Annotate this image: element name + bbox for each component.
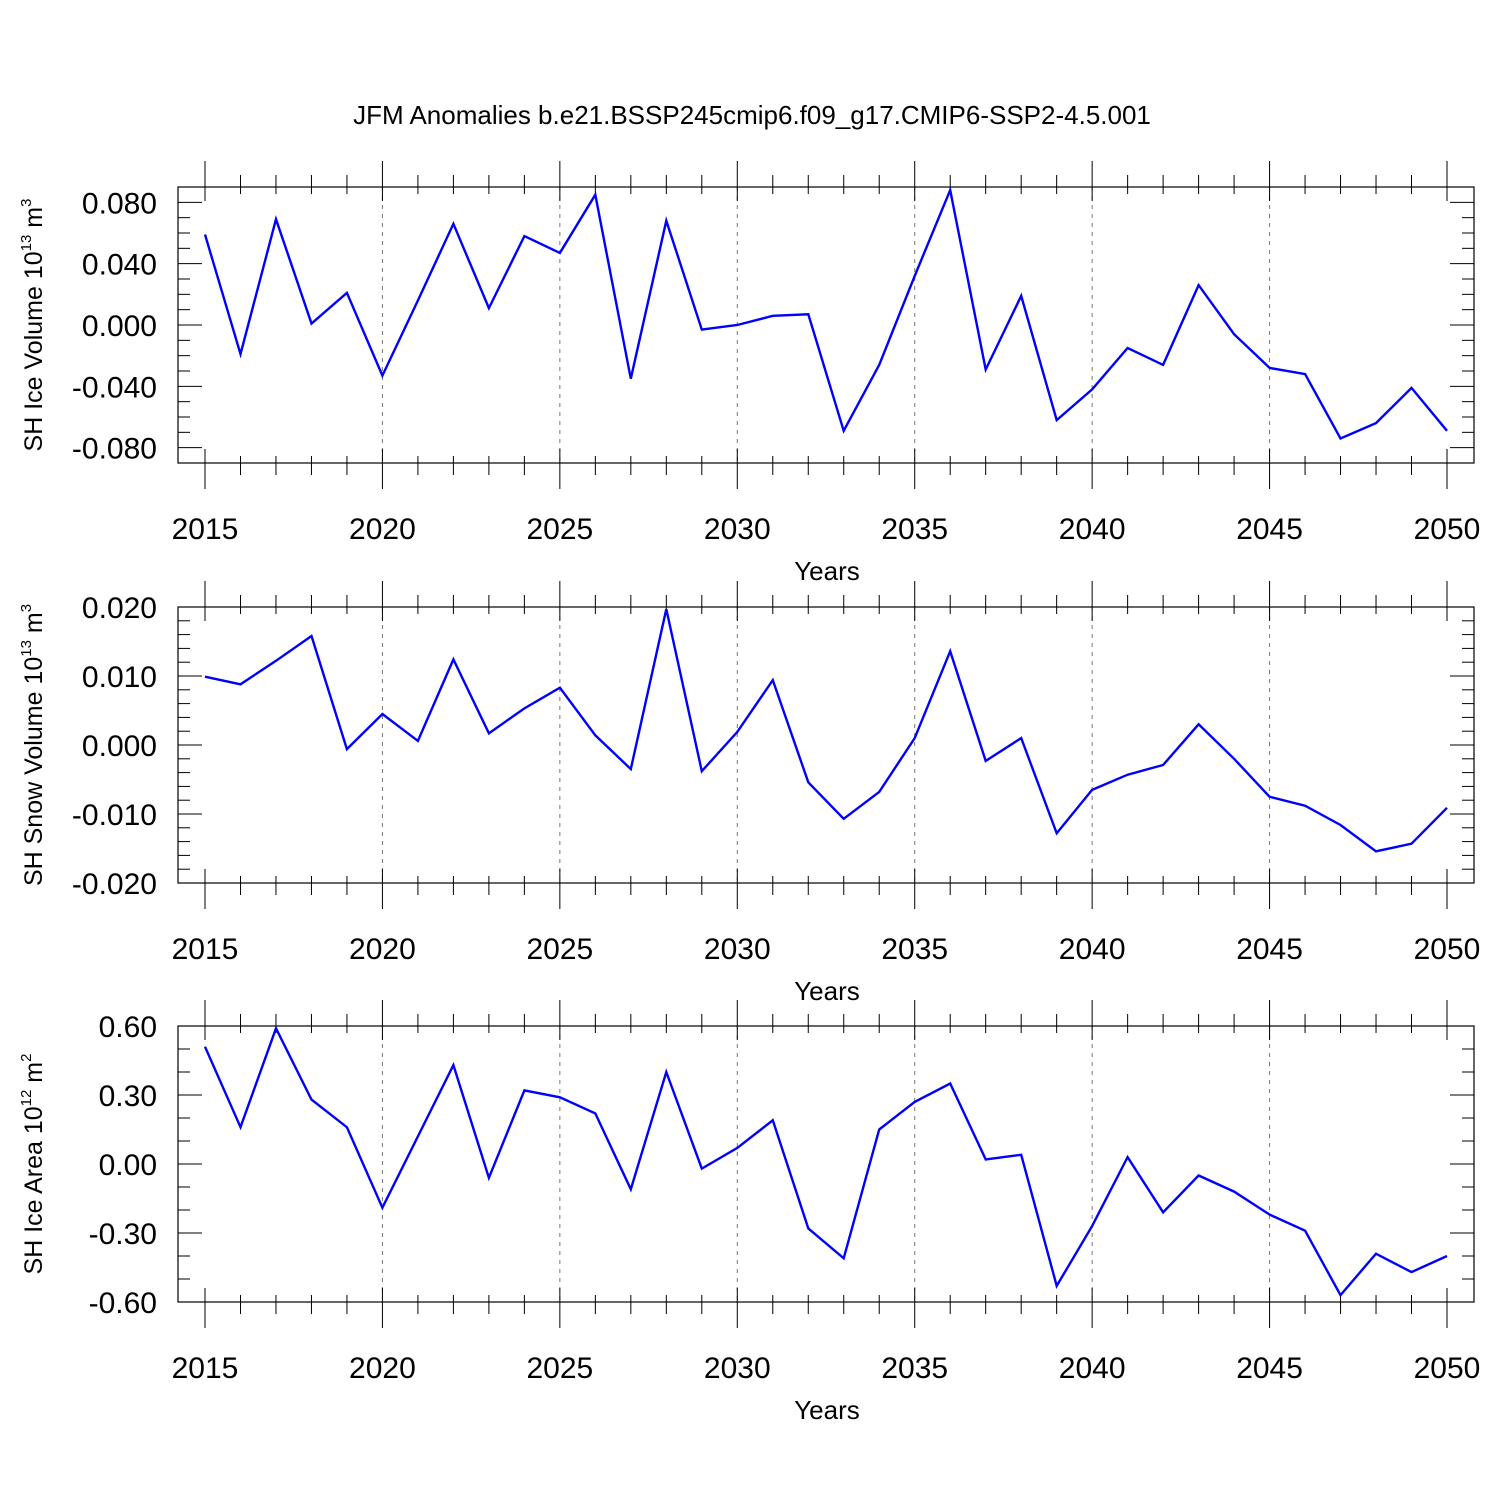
y-tick-label: -0.080 <box>72 433 157 466</box>
y-axis-label: SH Ice Area 1012 m2 <box>18 1054 48 1275</box>
x-axis-label: Years <box>794 976 860 1006</box>
panel-2: 0.020 0.010 0.000 -0.010 -0.020 2015 2020 2025 2… <box>18 581 1480 1006</box>
plot-frame <box>177 606 1475 884</box>
x-tick-label: 2030 <box>704 1352 771 1385</box>
x-tick-label: 2015 <box>172 513 239 546</box>
y-axis-label: SH Ice Volume 1013 m3 <box>18 199 48 452</box>
series-line <box>204 608 1448 853</box>
x-tick-label: 2025 <box>526 513 593 546</box>
y-tick-label: 0.040 <box>82 249 157 282</box>
x-tick-label: 2040 <box>1059 513 1126 546</box>
y-tick-label: -0.60 <box>89 1287 157 1320</box>
y-tick-label: 0.000 <box>82 310 157 343</box>
series-line <box>203 185 1448 441</box>
figure-title: JFM Anomalies b.e21.BSSP245cmip6.f09_g17… <box>353 100 1151 130</box>
panels: 0.080 0.040 0.000 -0.040 -0.080 2015 2020 2025 2… <box>18 161 1480 1425</box>
x-tick-label: 2035 <box>881 1352 948 1385</box>
y-tick-label: 0.010 <box>82 661 157 694</box>
y-tick-label: -0.040 <box>72 371 157 404</box>
y-tick-label: 0.080 <box>82 187 157 220</box>
x-tick-label: 2030 <box>704 513 771 546</box>
x-tick-label: 2045 <box>1236 1352 1303 1385</box>
x-tick-label: 2015 <box>172 933 239 966</box>
x-tick-label: 2035 <box>881 513 948 546</box>
y-axis-label: SH Snow Volume 1013 m3 <box>18 604 48 886</box>
y-tick-label: -0.010 <box>72 799 157 832</box>
panel-1: 0.080 0.040 0.000 -0.040 -0.080 2015 2020 2025 2… <box>18 161 1480 586</box>
plot-frame <box>177 186 1475 464</box>
x-axis-label: Years <box>794 1395 860 1425</box>
x-tick-label: 2020 <box>349 933 416 966</box>
x-tick-label: 2050 <box>1414 933 1481 966</box>
plot-frame <box>177 1025 1475 1303</box>
x-tick-label: 2040 <box>1059 933 1126 966</box>
x-tick-label: 2050 <box>1414 1352 1481 1385</box>
x-tick-label: 2020 <box>349 1352 416 1385</box>
y-tick-label: 0.000 <box>82 730 157 763</box>
x-tick-label: 2025 <box>526 1352 593 1385</box>
x-tick-label: 2045 <box>1236 933 1303 966</box>
y-tick-label: -0.30 <box>89 1218 157 1251</box>
x-tick-label: 2045 <box>1236 513 1303 546</box>
y-tick-label: 0.020 <box>82 592 157 625</box>
y-tick-label: 0.00 <box>99 1149 157 1182</box>
x-tick-label: 2015 <box>172 1352 239 1385</box>
panel-3: 0.60 0.30 0.00 -0.30 -0.60 2015 2020 2025 2030 20… <box>18 1000 1480 1425</box>
x-axis-label: Years <box>794 556 860 586</box>
x-tick-label: 2020 <box>349 513 416 546</box>
y-tick-label: -0.020 <box>72 868 157 901</box>
x-tick-label: 2050 <box>1414 513 1481 546</box>
x-tick-label: 2030 <box>704 933 771 966</box>
x-tick-label: 2035 <box>881 933 948 966</box>
x-tick-label: 2025 <box>526 933 593 966</box>
y-tick-label: 0.30 <box>99 1080 157 1113</box>
series-line <box>203 1025 1448 1298</box>
x-tick-label: 2040 <box>1059 1352 1126 1385</box>
y-tick-label: 0.60 <box>99 1011 157 1044</box>
